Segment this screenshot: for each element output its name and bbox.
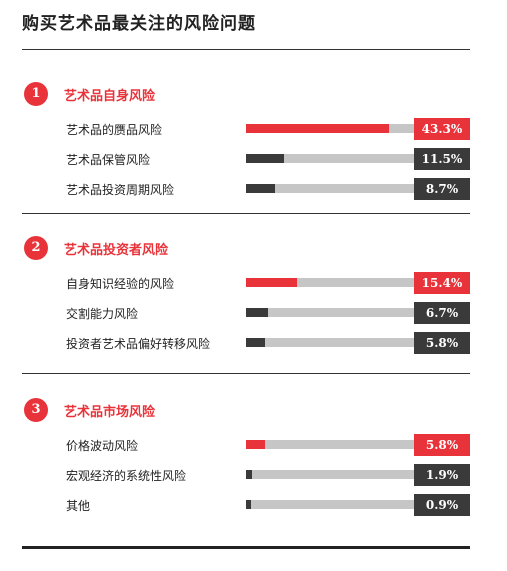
bar-row: 宏观经济的系统性风险 1.9% bbox=[0, 464, 507, 486]
bar-track bbox=[246, 500, 414, 509]
bar-fill bbox=[246, 124, 389, 133]
section-divider bbox=[22, 213, 470, 214]
bar-label: 艺术品保管风险 bbox=[66, 153, 151, 167]
bar-label: 交割能力风险 bbox=[66, 307, 139, 321]
bar-row: 其他 0.9% bbox=[0, 494, 507, 516]
bar-fill bbox=[246, 338, 265, 347]
bar-value-label: 5.8% bbox=[414, 434, 470, 456]
bar-value-label: 15.4% bbox=[414, 272, 470, 294]
bar-row: 投资者艺术品偏好转移风险 5.8% bbox=[0, 332, 507, 354]
bar-track bbox=[246, 184, 414, 193]
bar-track bbox=[246, 278, 414, 287]
bar-value-label: 11.5% bbox=[414, 148, 470, 170]
bar-track bbox=[246, 308, 414, 317]
bar-row: 交割能力风险 6.7% bbox=[0, 302, 507, 324]
bar-value-label: 6.7% bbox=[414, 302, 470, 324]
bar-label: 艺术品投资周期风险 bbox=[66, 183, 175, 197]
bar-label: 艺术品的赝品风险 bbox=[66, 123, 163, 137]
bar-value-label: 8.7% bbox=[414, 178, 470, 200]
bar-fill bbox=[246, 278, 297, 287]
bar-fill bbox=[246, 308, 268, 317]
bar-label: 价格波动风险 bbox=[66, 439, 139, 453]
bar-value-label: 0.9% bbox=[414, 494, 470, 516]
bar-row: 价格波动风险 5.8% bbox=[0, 434, 507, 456]
bar-track bbox=[246, 338, 414, 347]
bar-row: 自身知识经验的风险 15.4% bbox=[0, 272, 507, 294]
bar-fill bbox=[246, 470, 252, 479]
group-title: 艺术品市场风险 bbox=[64, 405, 156, 420]
bar-label: 其他 bbox=[66, 499, 91, 513]
bar-fill bbox=[246, 154, 284, 163]
bar-track bbox=[246, 154, 414, 163]
bar-label: 投资者艺术品偏好转移风险 bbox=[66, 337, 211, 351]
bar-value-label: 43.3% bbox=[414, 118, 470, 140]
bar-row: 艺术品的赝品风险 43.3% bbox=[0, 118, 507, 140]
group-number-badge: 1 bbox=[24, 82, 48, 106]
page-title: 购买艺术品最关注的风险问题 bbox=[22, 14, 256, 34]
group-title: 艺术品自身风险 bbox=[64, 89, 156, 104]
bar-value-label: 5.8% bbox=[414, 332, 470, 354]
bar-track bbox=[246, 124, 414, 133]
bar-row: 艺术品保管风险 11.5% bbox=[0, 148, 507, 170]
bar-fill bbox=[246, 184, 275, 193]
group-number-badge: 2 bbox=[24, 236, 48, 260]
bar-fill bbox=[246, 500, 251, 509]
title-divider bbox=[22, 49, 470, 50]
bar-fill bbox=[246, 440, 265, 449]
group-number-badge: 3 bbox=[24, 398, 48, 422]
bar-track bbox=[246, 470, 414, 479]
section-divider bbox=[22, 373, 470, 374]
bar-value-label: 1.9% bbox=[414, 464, 470, 486]
bottom-rule bbox=[22, 546, 470, 549]
bar-track bbox=[246, 440, 414, 449]
bar-label: 宏观经济的系统性风险 bbox=[66, 469, 187, 483]
bar-label: 自身知识经验的风险 bbox=[66, 277, 175, 291]
group-title: 艺术品投资者风险 bbox=[64, 243, 169, 258]
bar-row: 艺术品投资周期风险 8.7% bbox=[0, 178, 507, 200]
